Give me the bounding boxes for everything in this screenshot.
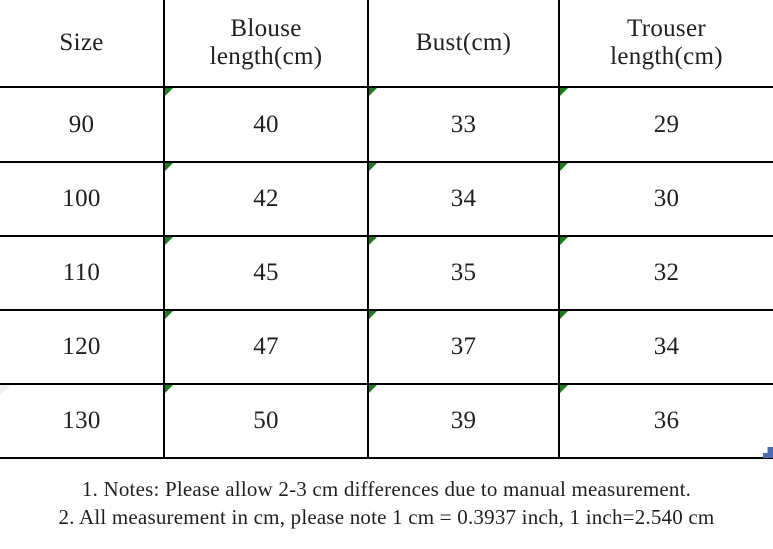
cell-value: 110 — [62, 259, 101, 286]
cell-corner-indicator-icon — [560, 237, 568, 245]
table-cell-blouse[interactable]: 40 — [163, 88, 367, 163]
table-cell-blouse[interactable]: 50 — [163, 385, 367, 459]
cell-value: 36 — [653, 407, 680, 434]
cell-value: 47 — [253, 333, 279, 360]
table-cell-trouser[interactable]: 36 — [558, 385, 773, 459]
cell-value: 42 — [253, 185, 279, 212]
cell-value: 39 — [450, 407, 477, 434]
table-cell-trouser[interactable]: 29 — [558, 88, 773, 163]
note-line-2: 2. All measurement in cm, please note 1 … — [58, 505, 715, 529]
cell-value: 35 — [450, 259, 477, 286]
cell-value: 120 — [62, 333, 101, 360]
cell-corner-indicator-icon — [560, 385, 568, 393]
cell-value: 100 — [62, 185, 101, 212]
header-cell-bust[interactable]: Bust(cm) — [367, 0, 558, 88]
selection-fill-handle-icon[interactable] — [763, 447, 773, 458]
table-cell-size[interactable]: 100 — [0, 163, 163, 237]
table-cell-bust[interactable]: 34 — [367, 163, 558, 237]
cell-value: 33 — [450, 110, 477, 138]
cell-corner-indicator-icon — [369, 237, 377, 245]
cell-corner-indicator-icon — [369, 163, 377, 171]
table-cell-blouse[interactable]: 42 — [163, 163, 367, 237]
table-cell-size[interactable]: 110 — [0, 237, 163, 311]
cell-value: 130 — [62, 407, 101, 434]
cell-value: 34 — [450, 185, 477, 212]
cell-value: 50 — [253, 407, 279, 434]
table-cell-blouse[interactable]: 47 — [163, 311, 367, 385]
notes-section: 1. Notes: Please allow 2-3 cm difference… — [0, 475, 773, 531]
cell-value: 34 — [653, 333, 680, 360]
cell-corner-indicator-icon — [560, 163, 568, 171]
cell-corner-indicator-icon — [560, 311, 568, 319]
header-cell-trouser-length[interactable]: Trouser length(cm) — [558, 0, 773, 88]
cell-corner-indicator-icon — [369, 311, 377, 319]
cell-corner-indicator-icon — [369, 385, 377, 393]
table-cell-blouse[interactable]: 45 — [163, 237, 367, 311]
cell-corner-indicator-icon — [165, 237, 173, 245]
table-cell-bust[interactable]: 35 — [367, 237, 558, 311]
cell-corner-indicator-icon — [560, 88, 568, 96]
table-cell-size[interactable]: 90 — [0, 88, 163, 163]
cell-value: 40 — [253, 110, 279, 138]
size-chart-table: Size Blouse length(cm) Bust(cm) Trouser … — [0, 0, 773, 459]
table-cell-size[interactable]: 130 — [0, 385, 163, 459]
table-cell-size[interactable]: 120 — [0, 311, 163, 385]
cell-value: 32 — [653, 259, 680, 286]
cell-corner-indicator-icon — [369, 88, 377, 96]
header-cell-size[interactable]: Size — [0, 0, 163, 88]
table-cell-bust[interactable]: 37 — [367, 311, 558, 385]
table-cell-trouser[interactable]: 32 — [558, 237, 773, 311]
cell-value: 29 — [653, 110, 680, 138]
cell-corner-indicator-icon — [165, 385, 173, 393]
faint-corner-indicator-icon — [0, 385, 11, 395]
cell-value: 37 — [450, 333, 477, 360]
table-cell-trouser[interactable]: 30 — [558, 163, 773, 237]
cell-corner-indicator-icon — [165, 88, 173, 96]
cell-corner-indicator-icon — [165, 311, 173, 319]
header-cell-blouse-length[interactable]: Blouse length(cm) — [163, 0, 367, 88]
note-line-1: 1. Notes: Please allow 2-3 cm difference… — [81, 477, 692, 501]
table-cell-trouser[interactable]: 34 — [558, 311, 773, 385]
cell-value: 45 — [253, 259, 279, 286]
table-cell-bust[interactable]: 39 — [367, 385, 558, 459]
cell-corner-indicator-icon — [165, 163, 173, 171]
cell-value: 90 — [68, 110, 95, 138]
table-cell-bust[interactable]: 33 — [367, 88, 558, 163]
cell-value: 30 — [653, 185, 680, 212]
